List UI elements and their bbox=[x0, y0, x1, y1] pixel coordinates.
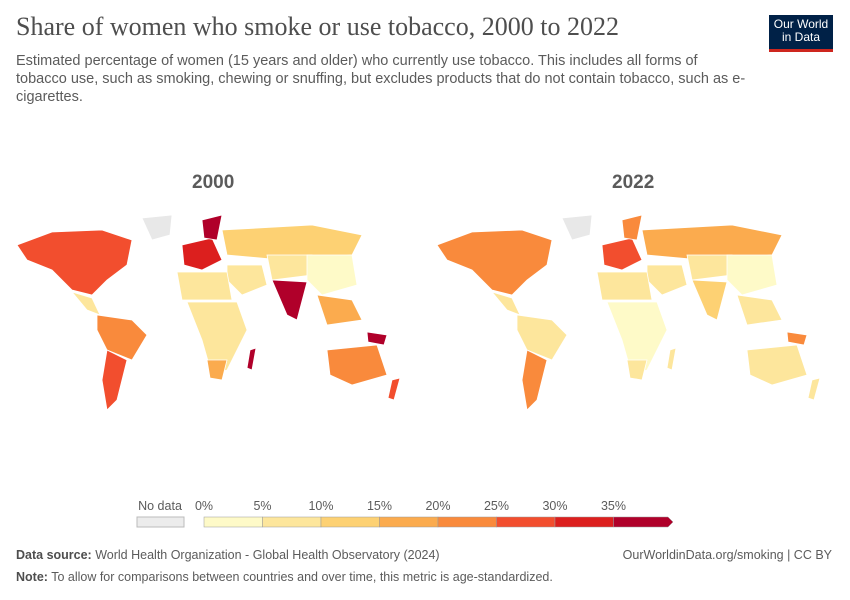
map-title-2022: 2022 bbox=[612, 172, 655, 193]
country-papua-new-guinea bbox=[366, 331, 388, 346]
country-middle-east bbox=[226, 264, 268, 296]
chart-title: Share of women who smoke or use tobacco,… bbox=[16, 12, 619, 41]
no-data-label: No data bbox=[138, 499, 182, 513]
legend-tick: 10% bbox=[308, 499, 333, 513]
country-southern-africa bbox=[206, 359, 228, 381]
world-map-2022[interactable] bbox=[432, 210, 832, 420]
country-australia bbox=[326, 344, 388, 386]
world-map-2000[interactable] bbox=[12, 210, 412, 420]
country-south-america-south bbox=[521, 349, 548, 411]
legend-tick: 35% bbox=[601, 499, 626, 513]
country-sub-saharan-africa bbox=[186, 301, 248, 376]
country-southeast-asia bbox=[316, 294, 363, 326]
country-western-europe bbox=[181, 237, 223, 271]
owid-logo[interactable]: Our World in Data bbox=[769, 15, 833, 52]
country-south-america-south bbox=[101, 349, 128, 411]
country-madagascar bbox=[246, 347, 257, 371]
legend-tick: 25% bbox=[484, 499, 509, 513]
note: Note: To allow for comparisons between c… bbox=[16, 570, 553, 584]
legend-bin-3 bbox=[379, 516, 439, 528]
legend-bin-6 bbox=[554, 516, 614, 528]
legend-bin-0 bbox=[203, 516, 263, 528]
data-source: Data source: World Health Organization -… bbox=[16, 548, 440, 562]
country-sub-saharan-africa bbox=[606, 301, 668, 376]
country-south-america-north bbox=[516, 314, 568, 361]
country-scandinavia bbox=[621, 214, 643, 241]
country-central-america bbox=[490, 291, 521, 316]
country-new-zealand bbox=[807, 377, 821, 401]
country-southeast-asia bbox=[736, 294, 783, 326]
source-link[interactable]: OurWorldinData.org/smoking | CC BY bbox=[622, 548, 832, 562]
no-data-swatch bbox=[136, 516, 185, 528]
country-south-asia bbox=[271, 279, 308, 321]
country-south-asia bbox=[691, 279, 728, 321]
map-title-2000: 2000 bbox=[192, 172, 235, 193]
country-north-africa bbox=[176, 271, 233, 301]
legend-tick: 30% bbox=[542, 499, 567, 513]
legend-bin-5 bbox=[496, 516, 556, 528]
legend-bin-4 bbox=[437, 516, 497, 528]
country-new-zealand bbox=[387, 377, 401, 401]
color-legend: No data 0% 5% 10% 15% 20% 25% 30% 35% bbox=[136, 499, 674, 528]
legend-tick: 15% bbox=[367, 499, 392, 513]
country-greenland bbox=[561, 214, 593, 241]
legend-bin-1 bbox=[262, 516, 322, 528]
country-western-europe bbox=[601, 237, 643, 271]
legend-bin-2 bbox=[320, 516, 380, 528]
legend-tick: 20% bbox=[425, 499, 450, 513]
country-north-america bbox=[16, 229, 133, 296]
country-papua-new-guinea bbox=[786, 331, 808, 346]
country-central-america bbox=[70, 291, 101, 316]
chart-subtitle: Estimated percentage of women (15 years … bbox=[16, 53, 746, 105]
country-central-asia bbox=[266, 254, 313, 281]
country-greenland bbox=[141, 214, 173, 241]
legend-tick: 5% bbox=[253, 499, 271, 513]
country-scandinavia bbox=[201, 214, 223, 241]
country-middle-east bbox=[646, 264, 688, 296]
country-central-asia bbox=[686, 254, 733, 281]
country-china bbox=[726, 254, 778, 296]
country-southern-africa bbox=[626, 359, 648, 381]
country-china bbox=[306, 254, 358, 296]
country-south-america-north bbox=[96, 314, 148, 361]
country-north-america bbox=[436, 229, 553, 296]
legend-tick: 0% bbox=[195, 499, 213, 513]
country-north-africa bbox=[596, 271, 653, 301]
country-madagascar bbox=[666, 347, 677, 371]
country-australia bbox=[746, 344, 808, 386]
legend-bin-7 bbox=[613, 516, 674, 528]
